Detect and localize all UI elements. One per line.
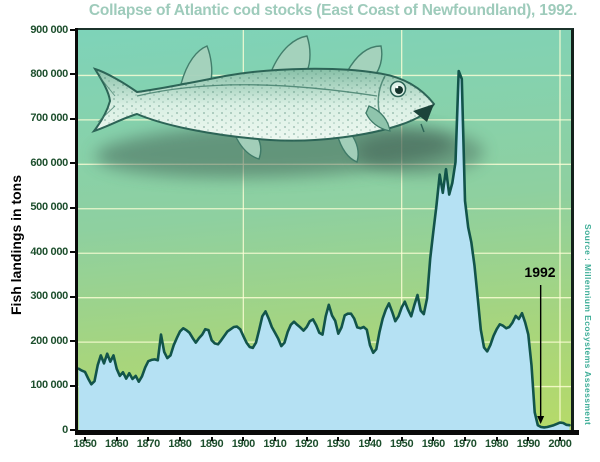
y-tick-label: 700 000 — [30, 112, 68, 125]
y-tick-mark — [70, 340, 76, 343]
x-tick-mark — [115, 437, 118, 441]
x-tick-label: 1980 — [485, 438, 509, 450]
x-tick-mark — [179, 437, 181, 441]
x-tick-label: 1850 — [73, 438, 97, 450]
x-tick-mark — [337, 437, 340, 441]
cod-fish-icon — [91, 35, 484, 178]
y-tick-label: 400 000 — [30, 245, 68, 258]
y-tick-label: 100 000 — [30, 379, 68, 392]
x-tick-mark — [147, 437, 150, 441]
y-tick-mark — [70, 29, 76, 31]
x-tick-mark — [210, 437, 213, 441]
x-tick-label: 1900 — [231, 438, 256, 450]
x-axis-line — [75, 430, 579, 435]
x-tick-label: 1860 — [105, 438, 129, 450]
y-tick-mark — [70, 162, 76, 165]
x-tick-mark — [495, 437, 498, 441]
y-tick-mark — [70, 251, 76, 254]
y-tick-label: 500 000 — [30, 201, 68, 214]
y-tick-mark — [70, 206, 76, 209]
x-tick-label: 1940 — [358, 438, 382, 450]
x-tick-label: 1890 — [200, 438, 224, 450]
data-series-layer — [77, 69, 571, 431]
x-tick-label: 1950 — [390, 438, 414, 450]
x-tick-label: 1930 — [326, 438, 351, 450]
chart-title: Collapse of Atlantic cod stocks (East Co… — [88, 2, 578, 19]
y-axis-line — [75, 28, 78, 434]
x-tick-label: 1920 — [295, 438, 319, 450]
y-tick-label: 300 000 — [30, 290, 68, 303]
y-tick-mark — [70, 295, 76, 298]
x-tick-mark — [432, 437, 435, 441]
x-tick-label: 1910 — [263, 438, 287, 450]
x-tick-label: 1870 — [136, 438, 161, 450]
y-tick-label: 200 000 — [30, 334, 68, 347]
x-tick-label: 1970 — [453, 438, 477, 450]
y-tick-mark — [70, 73, 76, 76]
annotation-1992-label: 1992 — [524, 264, 556, 280]
x-tick-mark — [400, 437, 403, 441]
y-tick-label: 600 000 — [30, 156, 68, 169]
x-tick-label: 1990 — [516, 438, 541, 450]
y-tick-label: 900 000 — [30, 23, 68, 36]
source-credit: Source : Millennium Ecosystems Assessmen… — [583, 224, 593, 426]
x-tick-label: 2000 — [548, 438, 572, 450]
x-tick-mark — [527, 437, 530, 441]
x-tick-mark — [242, 437, 245, 441]
y-tick-label: 0 — [62, 423, 68, 436]
y-tick-mark — [70, 117, 76, 120]
x-tick-mark — [305, 437, 308, 441]
x-tick-label: 1880 — [168, 438, 192, 450]
y-tick-mark — [70, 384, 76, 387]
y-tick-mark — [70, 429, 76, 431]
x-tick-label: 1960 — [421, 438, 446, 450]
plot-area: 1992 — [77, 28, 574, 431]
x-tick-mark — [369, 437, 371, 441]
x-tick-mark — [84, 437, 86, 441]
y-tick-label: 800 000 — [30, 67, 68, 80]
x-tick-mark — [559, 437, 561, 441]
x-tick-mark — [274, 437, 276, 441]
x-tick-mark — [464, 437, 466, 441]
